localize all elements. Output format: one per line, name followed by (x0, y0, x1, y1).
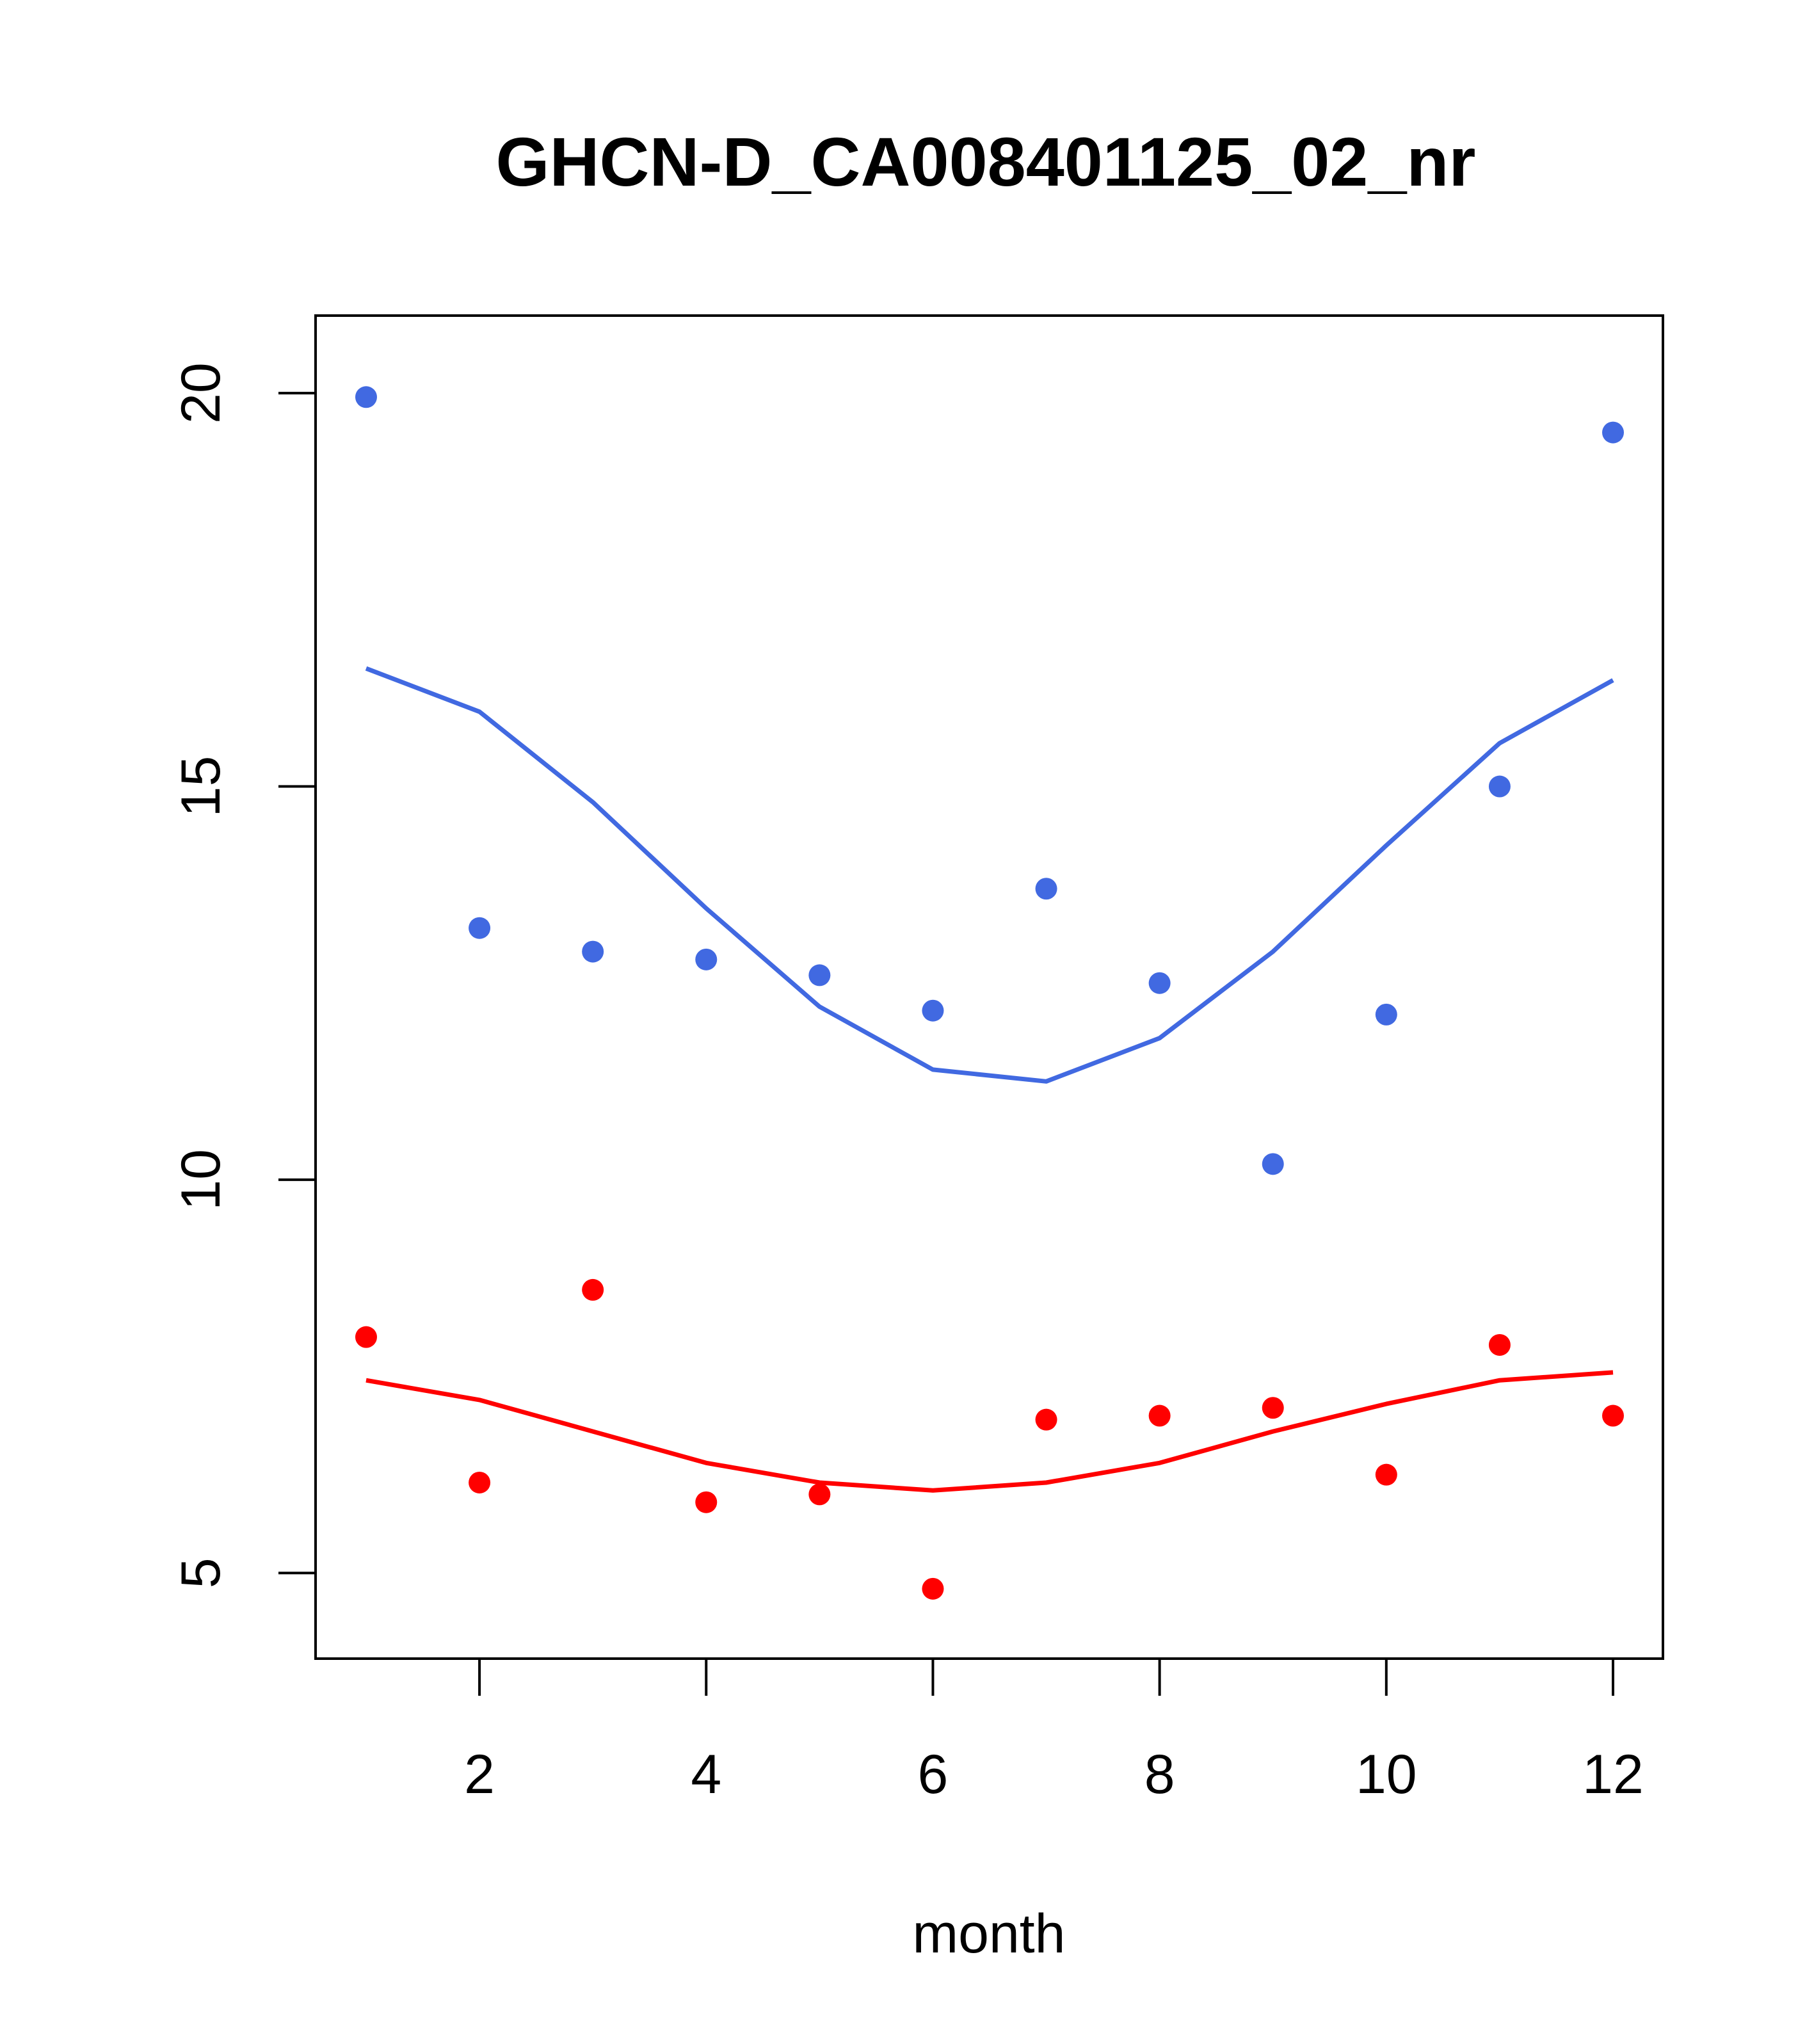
y-tick-label: 15 (170, 756, 232, 817)
series-1-point (1375, 1003, 1397, 1026)
series-1-point (1602, 421, 1624, 444)
series-1-point (695, 948, 718, 970)
series-2-point (1488, 1333, 1511, 1356)
series-1-point (1148, 972, 1171, 994)
y-axis: 5 10 15 20 (170, 362, 317, 1588)
series-1-point (1488, 775, 1511, 798)
series-2-point (1262, 1397, 1284, 1419)
x-axis-label: month (912, 1903, 1065, 1965)
series-1-point (582, 940, 604, 963)
series-layer (355, 386, 1624, 1600)
series-2-point (355, 1326, 377, 1348)
x-tick-label: 8 (1144, 1744, 1175, 1805)
series-1-point (1262, 1153, 1284, 1175)
series-2 (355, 1278, 1624, 1600)
x-tick-label: 4 (691, 1744, 721, 1805)
series-2-point (1148, 1404, 1171, 1427)
series-2-point (1375, 1463, 1397, 1486)
series-2-point (695, 1491, 718, 1513)
series-1-point (355, 386, 377, 408)
y-tick-label: 5 (170, 1557, 232, 1588)
series-1-point (808, 964, 831, 986)
series-2-point (582, 1278, 604, 1301)
series-2-point (808, 1483, 831, 1506)
x-tick-label: 2 (464, 1744, 495, 1805)
series-2-point (922, 1577, 944, 1600)
series-1-point (1035, 878, 1057, 900)
y-tick-label: 20 (170, 362, 232, 424)
plot-frame (314, 314, 1664, 1660)
y-tick-label: 10 (170, 1149, 232, 1211)
series-1 (355, 386, 1624, 1175)
series-1-point (922, 999, 944, 1022)
series-1-point (469, 917, 491, 939)
x-tick-label: 12 (1582, 1744, 1644, 1805)
chart-title: GHCN-D_CA008401125_02_nr (496, 123, 1476, 200)
series-2-point (1035, 1408, 1057, 1431)
series-2-point (469, 1471, 491, 1493)
x-tick-label: 6 (918, 1744, 949, 1805)
series-1-line (365, 666, 1614, 1084)
x-axis: 2 4 6 8 10 12 (464, 1657, 1644, 1805)
series-2-point (1602, 1404, 1624, 1427)
series-2-line (365, 1370, 1614, 1493)
x-tick-label: 10 (1356, 1744, 1417, 1805)
